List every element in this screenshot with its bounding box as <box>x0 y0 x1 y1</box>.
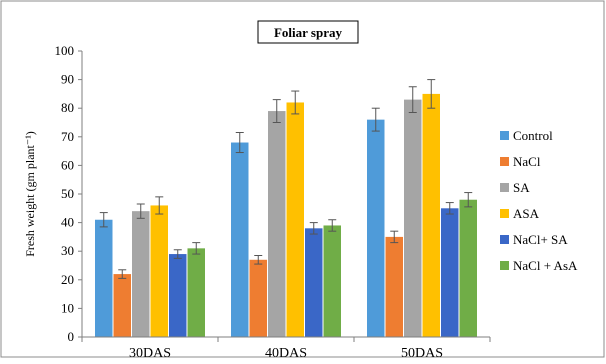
bar <box>187 248 205 337</box>
legend-item: Control <box>500 128 553 143</box>
legend-swatch <box>500 157 509 166</box>
y-tick-label: 100 <box>55 43 75 58</box>
legend-swatch <box>500 183 509 192</box>
bar <box>305 228 323 337</box>
legend-swatch <box>500 209 509 218</box>
legend-label: ASA <box>513 206 540 221</box>
y-tick-label: 90 <box>61 72 74 87</box>
bar-series <box>113 230 403 337</box>
legend-item: ASA <box>500 206 540 221</box>
bar-series <box>187 192 477 337</box>
bar <box>113 274 131 337</box>
y-tick-label: 60 <box>61 157 74 172</box>
legend-label: NaCl + AsA <box>513 258 578 273</box>
bar <box>459 199 477 337</box>
y-axis-title: Fresh weight (gm plant⁻¹) <box>23 131 37 257</box>
bar <box>323 225 341 337</box>
y-tick-label: 40 <box>61 215 74 230</box>
y-tick-label: 80 <box>61 100 74 115</box>
legend-swatch <box>500 261 509 270</box>
x-tick-label: 50DAS <box>401 346 443 359</box>
bar-series <box>150 79 440 338</box>
bar-series <box>169 202 459 337</box>
bar-series <box>95 107 385 337</box>
bar <box>132 211 150 337</box>
x-axis: 30DAS 40DAS 50DAS <box>81 336 491 361</box>
bar <box>231 142 249 337</box>
bar <box>286 102 304 337</box>
y-tick-label: 20 <box>61 272 74 287</box>
legend-label: NaCl+ SA <box>513 232 568 247</box>
bar <box>385 236 403 337</box>
bar-series-group <box>95 79 477 338</box>
bar <box>150 205 168 337</box>
y-tick-label: 10 <box>61 300 74 315</box>
chart-title-box: Foliar spray <box>257 20 359 44</box>
x-tick-label: 40DAS <box>265 346 307 359</box>
legend-label: Control <box>513 128 553 143</box>
legend-label: NaCl <box>513 154 541 169</box>
legend-swatch <box>500 235 509 244</box>
x-tick-label: 30DAS <box>129 346 171 359</box>
bar <box>441 208 459 337</box>
bar-series <box>132 86 422 338</box>
legend-item: NaCl+ SA <box>500 232 568 247</box>
legend-item: SA <box>500 180 530 195</box>
legend-swatch <box>500 131 509 140</box>
bar <box>268 111 286 337</box>
y-tick-label: 70 <box>61 129 74 144</box>
legend-label: SA <box>513 180 530 195</box>
y-tick-label: 30 <box>61 243 74 258</box>
y-tick-label: 50 <box>61 186 74 201</box>
bar <box>169 254 187 337</box>
bar <box>422 93 440 338</box>
legend-item: NaCl <box>500 154 541 169</box>
chart-title-frame <box>257 20 359 44</box>
bar <box>249 259 267 337</box>
legend: Control NaCl SA ASA NaCl+ SA NaCl + AsA <box>500 128 578 273</box>
y-tick-label: 0 <box>68 329 75 344</box>
bar <box>404 99 422 338</box>
chart-title: Foliar spray <box>274 25 343 40</box>
y-axis: 0 10 20 30 40 50 60 70 80 90 100 <box>55 43 83 344</box>
legend-item: NaCl + AsA <box>500 258 578 273</box>
bar <box>367 119 385 337</box>
bar <box>95 219 113 337</box>
